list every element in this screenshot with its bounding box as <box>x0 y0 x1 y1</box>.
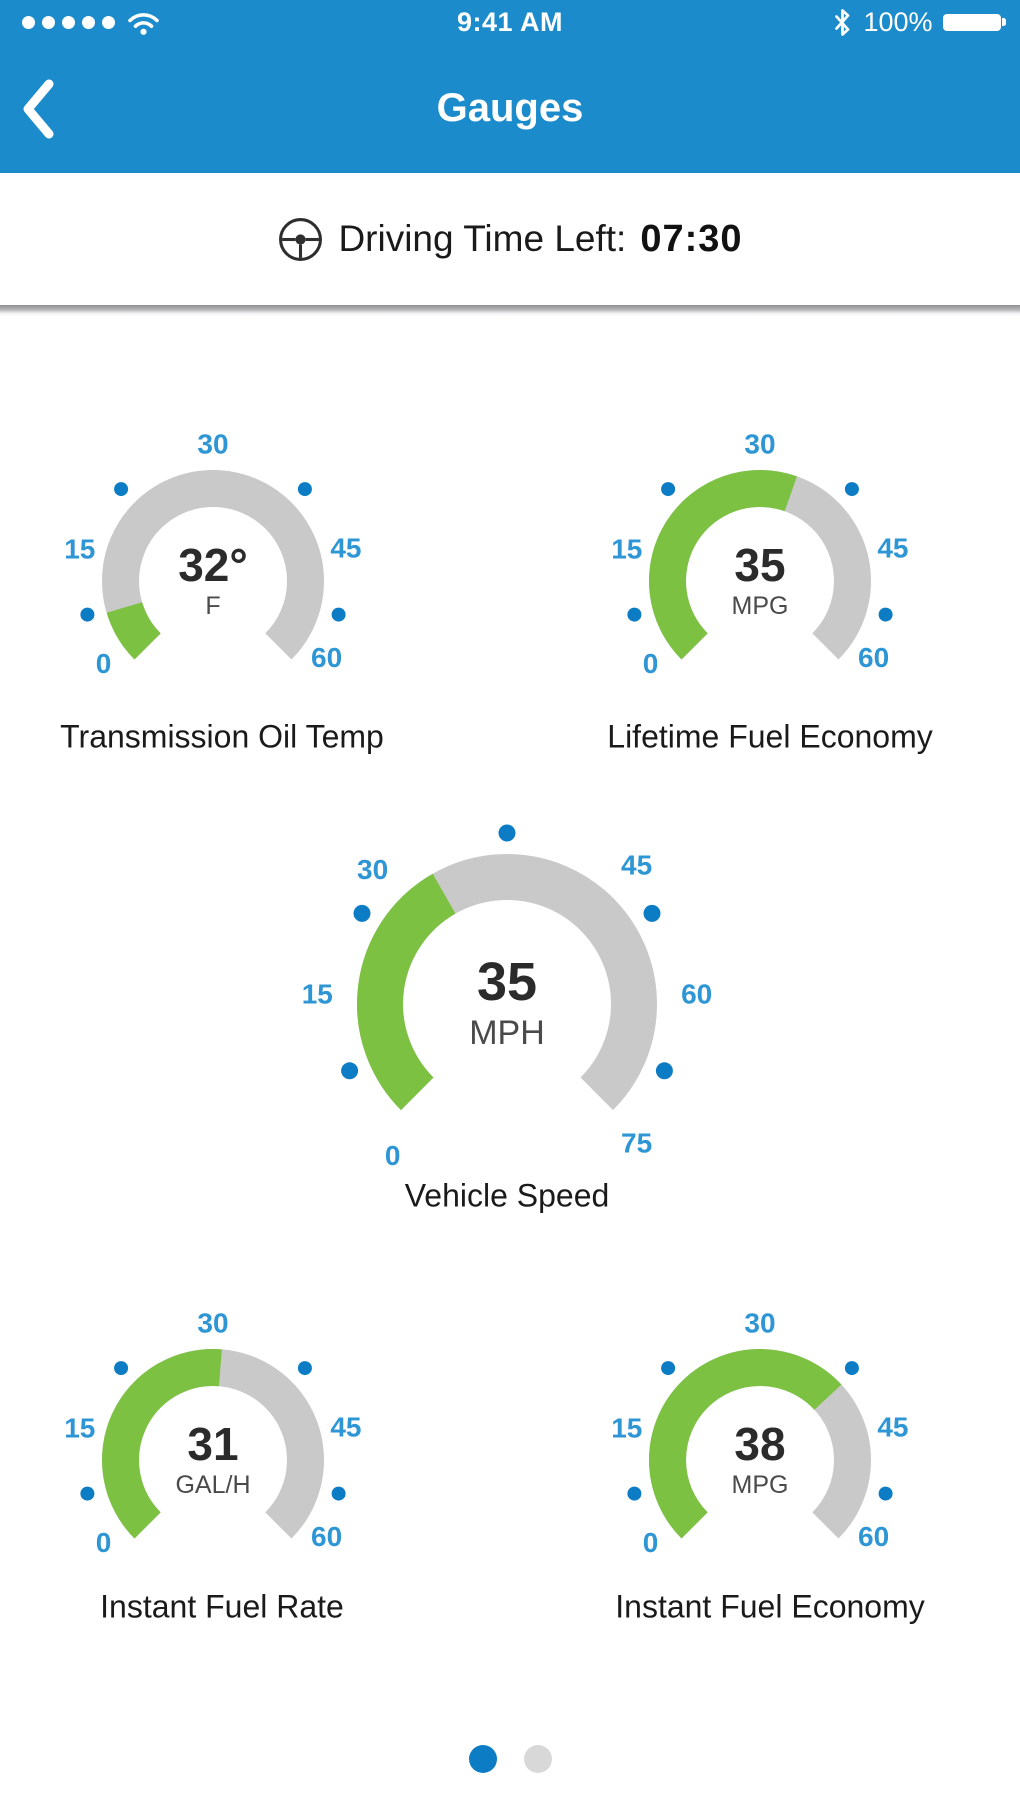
gauge-title-instant-fuel-economy: Instant Fuel Economy <box>615 1588 925 1625</box>
svg-text:60: 60 <box>681 979 712 1010</box>
bluetooth-icon <box>835 8 850 36</box>
gauge-dial: 0 15 30 45 60 <box>611 429 908 679</box>
gauge-value: 31 <box>187 1418 239 1471</box>
status-time: 9:41 AM <box>456 6 564 37</box>
svg-text:15: 15 <box>64 534 95 565</box>
gauge-instant-fuel-economy: 0 15 30 45 60 38 MPG <box>590 1290 930 1630</box>
gauge-dial: 0 15 30 45 60 <box>64 1308 361 1558</box>
page-title: Gauges <box>436 86 584 130</box>
gauge-dial: 0 15 30 45 60 <box>611 1308 908 1558</box>
gauge-vehicle-speed: 0 15 30 45 60 75 35 MPH <box>297 794 717 1214</box>
driving-time-banner: Driving Time Left: 07:30 <box>0 173 1020 305</box>
svg-text:0: 0 <box>643 1527 659 1558</box>
svg-text:75: 75 <box>621 1128 652 1159</box>
wifi-icon <box>128 12 159 35</box>
gauge-dial: 0 15 30 45 60 <box>64 429 361 679</box>
page-dot-1[interactable] <box>468 1745 497 1773</box>
gauge-lifetime-fuel-economy: 0 15 30 45 60 35 MPG <box>590 411 930 751</box>
gauge-dial: 0 15 30 45 60 75 <box>302 824 712 1171</box>
banner-separator <box>0 305 1020 316</box>
gauge-transmission-oil-temp: 0 15 30 45 60 32° F <box>43 411 383 751</box>
svg-text:30: 30 <box>197 429 228 460</box>
svg-text:15: 15 <box>611 1413 642 1444</box>
gauge-title-lifetime-fuel-economy: Lifetime Fuel Economy <box>607 718 933 755</box>
svg-text:15: 15 <box>302 979 333 1010</box>
gauge-value: 32° <box>178 539 248 592</box>
svg-text:45: 45 <box>621 850 652 881</box>
svg-text:60: 60 <box>311 1521 342 1552</box>
gauge-title-transmission-oil-temp: Transmission Oil Temp <box>60 718 384 755</box>
svg-text:0: 0 <box>643 648 659 679</box>
svg-text:45: 45 <box>330 1411 361 1442</box>
svg-text:0: 0 <box>385 1140 401 1171</box>
svg-text:30: 30 <box>197 1308 228 1339</box>
svg-text:0: 0 <box>96 648 112 679</box>
header-background <box>0 0 1020 173</box>
svg-text:45: 45 <box>877 532 908 563</box>
gauge-value: 35 <box>734 539 786 592</box>
svg-text:45: 45 <box>877 1411 908 1442</box>
driving-time-label: Driving Time Left: <box>338 218 627 259</box>
back-button[interactable] <box>18 74 78 144</box>
gauge-title-instant-fuel-rate: Instant Fuel Rate <box>100 1588 344 1625</box>
svg-text:15: 15 <box>64 1413 95 1444</box>
gauge-instant-fuel-rate: 0 15 30 45 60 31 GAL/H <box>43 1290 383 1630</box>
battery-icon <box>942 13 1006 31</box>
nav-bar: Gauges <box>0 44 1020 173</box>
battery-percent: 100% <box>863 6 933 37</box>
gauge-unit: F <box>205 591 221 620</box>
gauge-value: 35 <box>476 951 538 1012</box>
svg-text:60: 60 <box>858 642 889 673</box>
steering-wheel-icon <box>279 217 323 261</box>
svg-text:15: 15 <box>611 534 642 565</box>
signal-dots-icon <box>22 15 115 29</box>
driving-time-value: 07:30 <box>640 217 743 260</box>
status-bar: 9:41 AM 100% <box>0 0 1020 44</box>
svg-text:60: 60 <box>311 642 342 673</box>
svg-text:30: 30 <box>744 429 775 460</box>
page-dot-2[interactable] <box>523 1745 552 1773</box>
svg-text:0: 0 <box>96 1527 112 1558</box>
gauge-unit: MPG <box>731 1470 789 1499</box>
gauge-unit: MPG <box>731 591 789 620</box>
chevron-left-icon <box>23 79 54 139</box>
page-control[interactable] <box>0 1745 1020 1773</box>
svg-text:45: 45 <box>330 532 361 563</box>
svg-text:30: 30 <box>744 1308 775 1339</box>
svg-text:60: 60 <box>858 1521 889 1552</box>
gauge-unit: GAL/H <box>175 1470 251 1499</box>
gauge-unit: MPH <box>469 1014 545 1053</box>
gauge-value: 38 <box>734 1418 786 1471</box>
gauge-title-vehicle-speed: Vehicle Speed <box>404 1177 610 1214</box>
svg-text:30: 30 <box>357 854 388 885</box>
